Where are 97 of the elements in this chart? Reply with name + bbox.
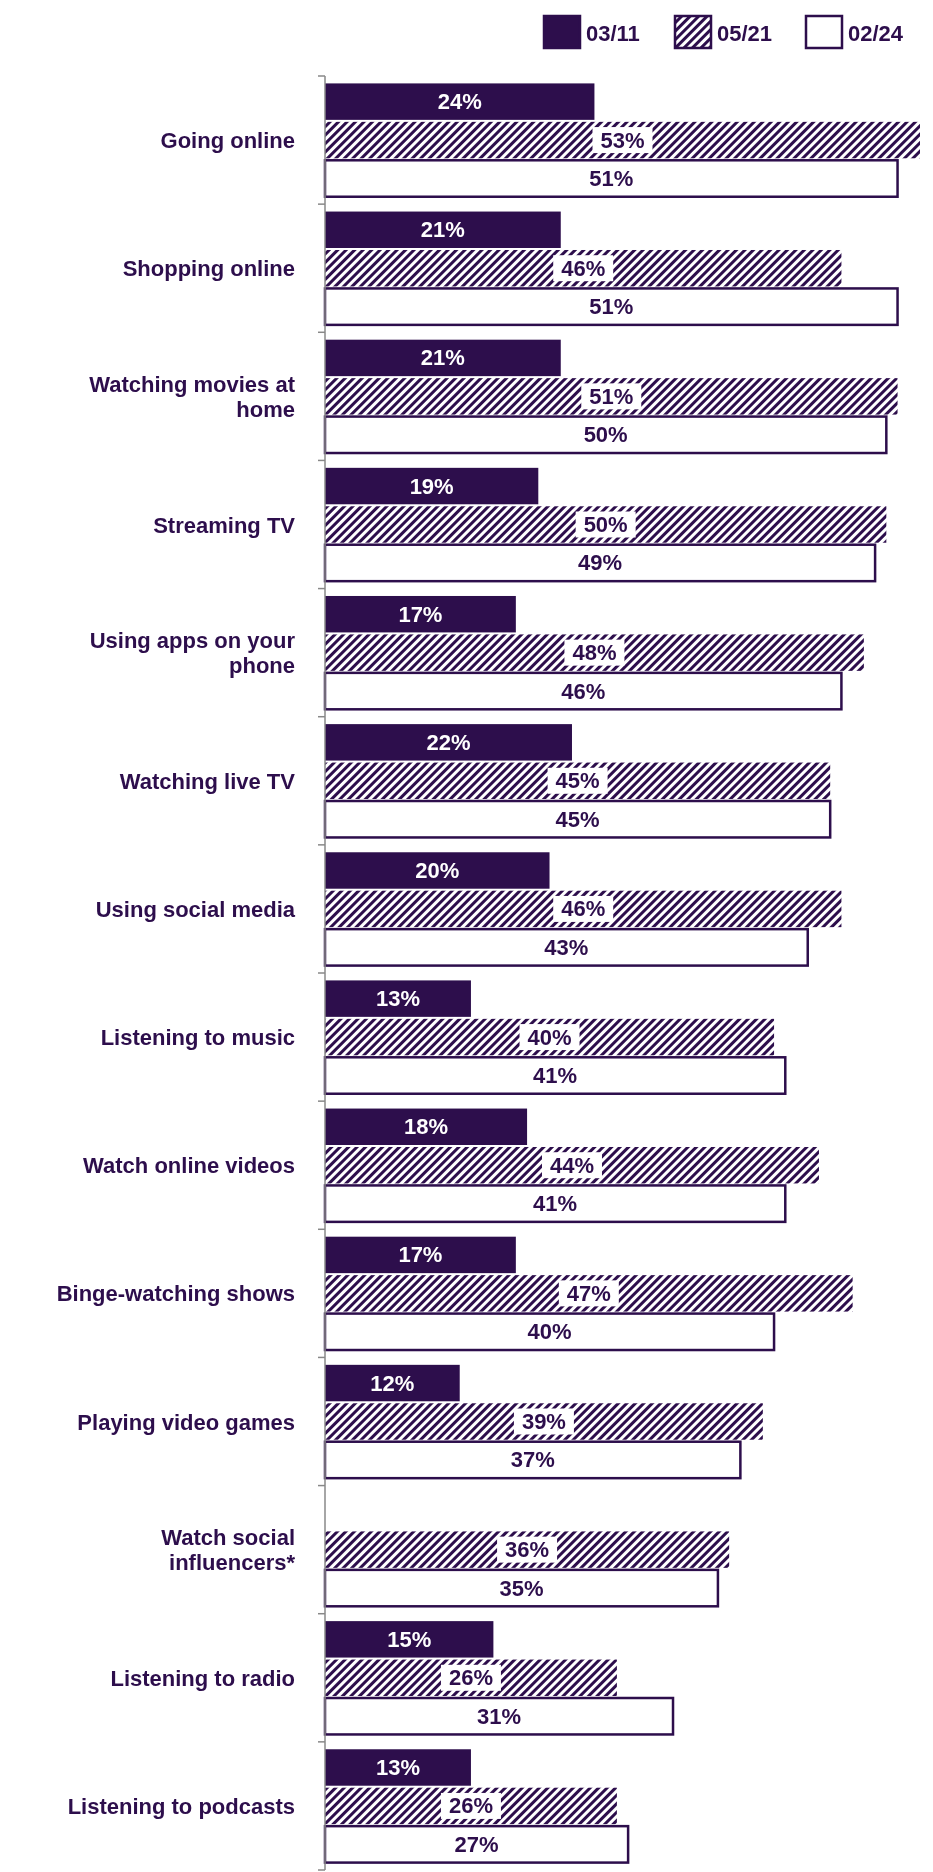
- y-tick-label: Playing video games: [77, 1409, 295, 1434]
- data-label: 43%: [544, 934, 589, 960]
- bar: [325, 378, 898, 415]
- bar: [325, 852, 550, 889]
- data-label: 47%: [566, 1280, 611, 1306]
- data-label: 50%: [583, 422, 628, 448]
- y-tick-label: Shopping online: [122, 255, 295, 281]
- data-label: 41%: [533, 1191, 578, 1217]
- y-tick-label: Listening to radio: [110, 1665, 295, 1691]
- data-label: 13%: [375, 1754, 420, 1780]
- data-label: 22%: [426, 729, 471, 755]
- bar: [325, 1146, 819, 1184]
- bar: [323, 159, 899, 198]
- y-tick-label: Listening to music: [100, 1024, 295, 1050]
- legend-label: 02/24: [848, 20, 904, 46]
- bar: [325, 211, 561, 248]
- data-label: 44%: [549, 1152, 594, 1178]
- y-tick-label: Watch social influencers*: [161, 1524, 296, 1575]
- bar: [323, 1696, 675, 1736]
- bar: [323, 1824, 630, 1864]
- data-label: 37%: [510, 1447, 555, 1473]
- bar: [325, 1236, 516, 1274]
- data-label: 35%: [499, 1575, 544, 1601]
- data-label: 41%: [533, 1063, 578, 1089]
- data-label: 24%: [437, 89, 482, 115]
- bar: [323, 543, 877, 583]
- bar: [325, 1749, 471, 1786]
- data-label: 17%: [398, 1242, 443, 1268]
- data-label: 51%: [589, 294, 634, 320]
- bar: [325, 339, 561, 377]
- bar: [325, 724, 572, 761]
- data-label: 15%: [387, 1626, 432, 1652]
- bar: [323, 1568, 720, 1608]
- bar: [323, 671, 843, 711]
- legend-label: 05/21: [717, 20, 773, 46]
- data-label: 13%: [375, 986, 420, 1012]
- y-tick-label: Watching movies at home: [89, 371, 296, 422]
- bar: [325, 83, 595, 120]
- data-label: 46%: [561, 678, 606, 704]
- bar: [325, 467, 539, 505]
- data-label: 26%: [448, 1665, 493, 1691]
- bar: [323, 1056, 787, 1095]
- bar: [325, 980, 471, 1017]
- bar: [325, 890, 842, 928]
- bar: [325, 1108, 528, 1145]
- bar: [323, 1184, 787, 1224]
- y-tick-label: Watch online videos: [83, 1152, 295, 1178]
- data-label: 40%: [527, 1024, 572, 1050]
- bar: [323, 799, 832, 839]
- data-label: 46%: [561, 896, 606, 922]
- bar: [325, 1403, 763, 1440]
- bar: [325, 1018, 775, 1056]
- bar: [325, 595, 516, 633]
- data-label: 27%: [454, 1831, 499, 1857]
- data-label: 49%: [578, 550, 623, 576]
- data-label: 39%: [521, 1409, 566, 1434]
- y-tick-label: Streaming TV: [153, 512, 296, 537]
- y-tick-label: Watching live TV: [119, 768, 296, 794]
- bar: [323, 287, 899, 327]
- y-tick-label: Binge-watching shows: [56, 1280, 295, 1306]
- data-label: 19%: [409, 473, 454, 499]
- data-label: 51%: [589, 166, 634, 192]
- y-tick-label: Listening to podcasts: [67, 1793, 295, 1819]
- data-label: 36%: [505, 1537, 550, 1563]
- y-tick-label: Using apps on your phone: [89, 627, 296, 678]
- data-label: 26%: [448, 1793, 493, 1819]
- y-tick-label: Using social media: [95, 896, 296, 922]
- bar: [325, 634, 864, 671]
- legend-label: 03/11: [586, 20, 640, 46]
- bar: [323, 1440, 742, 1480]
- bar: [325, 762, 831, 800]
- bar: [325, 506, 887, 543]
- data-label: 12%: [370, 1370, 415, 1396]
- data-label: 51%: [589, 383, 634, 409]
- y-tick-label: Going online: [160, 127, 295, 153]
- data-label: 21%: [420, 345, 465, 371]
- bar: [325, 249, 842, 287]
- data-label: 20%: [415, 857, 460, 883]
- bar: [325, 1621, 494, 1658]
- data-label: 53%: [600, 127, 645, 153]
- data-label: 31%: [476, 1703, 522, 1729]
- data-label: 21%: [420, 217, 465, 243]
- data-label: 45%: [555, 768, 600, 794]
- data-label: 50%: [583, 512, 628, 537]
- bar: [323, 1312, 776, 1352]
- data-label: 46%: [561, 255, 606, 281]
- bar: [323, 415, 888, 455]
- bar: [325, 1531, 730, 1568]
- data-label: 40%: [527, 1319, 572, 1345]
- bar: [325, 1275, 853, 1312]
- data-label: 17%: [398, 601, 443, 627]
- data-label: 48%: [572, 640, 617, 666]
- data-label: 18%: [404, 1114, 449, 1140]
- bar: [323, 927, 809, 967]
- data-label: 45%: [555, 806, 600, 832]
- bar: [325, 121, 920, 159]
- bar: [325, 1364, 460, 1402]
